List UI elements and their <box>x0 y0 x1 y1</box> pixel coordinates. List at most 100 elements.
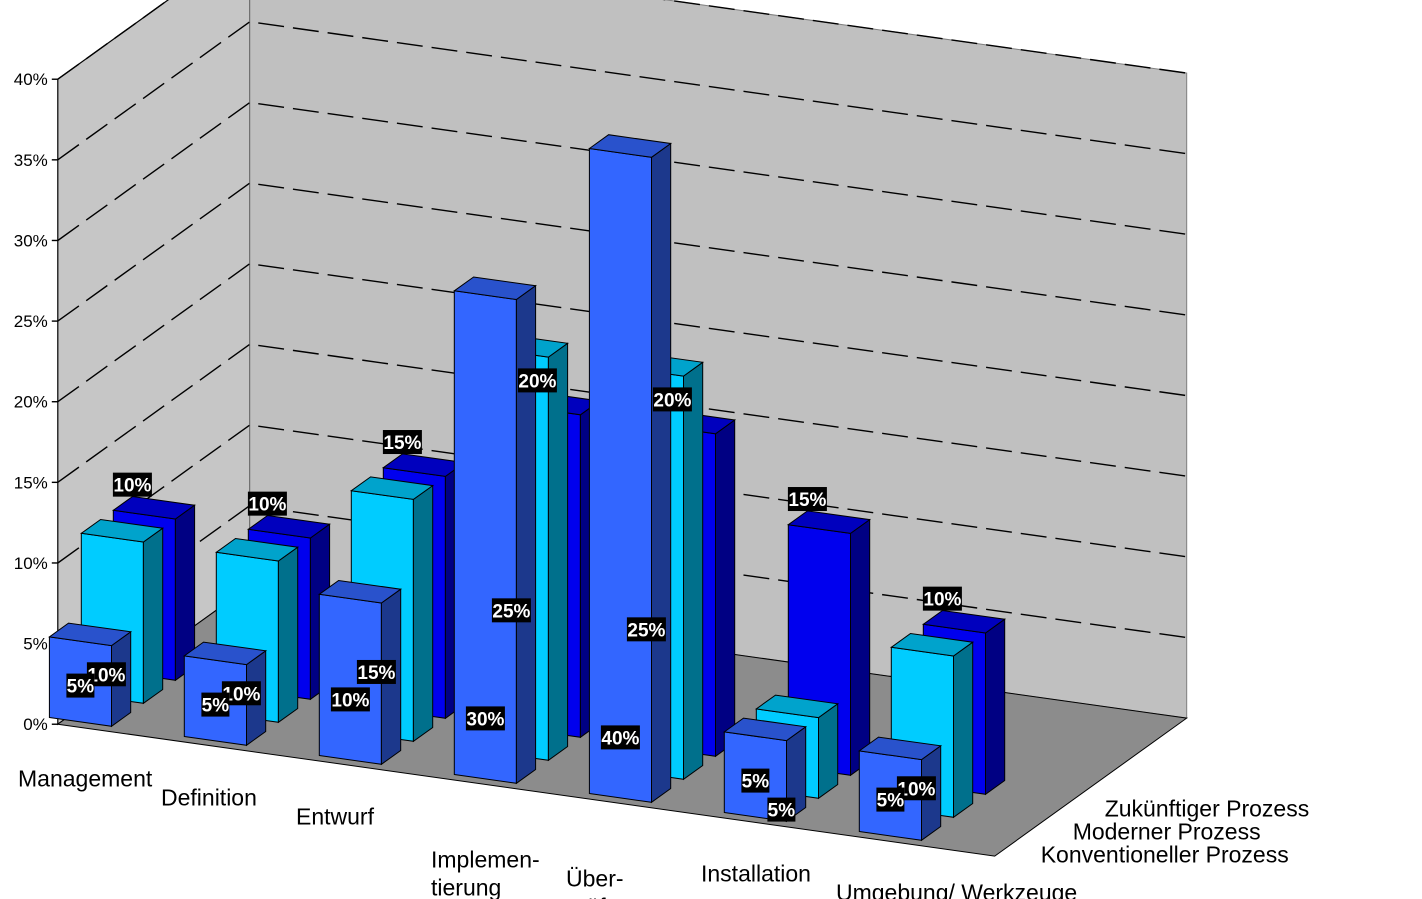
data-label-text: 25% <box>492 601 530 622</box>
gridline <box>57 182 1187 322</box>
data-label-text: 5% <box>768 801 796 822</box>
category-label-line: tierung <box>431 875 501 899</box>
data-label-bg <box>600 725 640 750</box>
bar-top <box>182 641 268 666</box>
data-label-bg <box>66 673 95 698</box>
data-label-text: 5% <box>67 677 95 698</box>
bars: 10%10%15%20%20%15%10%10%10%15%25%25%5%10… <box>48 134 1007 842</box>
gridline <box>57 0 1187 80</box>
data-label: 10% <box>221 681 261 706</box>
series-label: Zukünftiger Prozess <box>1105 796 1310 822</box>
bar-side <box>715 419 736 758</box>
bar <box>452 276 537 785</box>
bar-top <box>921 609 1007 634</box>
data-label-text: 15% <box>357 663 395 684</box>
category-label-line: Implemen- <box>431 847 540 873</box>
bar-top <box>111 495 196 520</box>
bar-top <box>349 476 435 500</box>
data-label-text: 15% <box>383 433 421 454</box>
data-label-bg <box>652 387 692 412</box>
data-label: 10% <box>112 472 152 497</box>
data-label: 25% <box>491 598 531 623</box>
category-label: Über-prüfung <box>566 866 644 899</box>
bar-side <box>277 546 299 724</box>
category-label-line: Installation <box>701 861 811 887</box>
y-tick-label: 25% <box>14 312 48 331</box>
data-label: 5% <box>66 673 95 698</box>
bar-side <box>651 142 672 804</box>
data-label-bg <box>491 598 531 623</box>
bar-side <box>683 361 704 781</box>
data-label-bg <box>201 692 230 717</box>
bar-side <box>547 342 569 762</box>
category-label: Entwurf <box>296 804 375 830</box>
category-label: Umgebung/ Werkzeuge <box>836 880 1077 899</box>
y-axis: 0% 5% 10% 15% 20% 25% 30% 35% 40% <box>14 70 58 734</box>
category-label-line: Über- <box>566 866 624 892</box>
bar-front <box>588 147 652 803</box>
data-label-text: 10% <box>897 779 935 800</box>
bar-top <box>48 622 133 647</box>
y-tick-label: 20% <box>14 393 48 412</box>
data-label: 10% <box>330 687 370 712</box>
data-label-text: 10% <box>113 476 151 497</box>
data-label: 20% <box>517 368 557 393</box>
bar-top <box>452 276 537 301</box>
category-label-line: Definition <box>161 785 257 811</box>
category-label: Management <box>18 766 153 792</box>
y-tick-label: 30% <box>14 231 48 250</box>
data-label-bg <box>626 617 666 642</box>
data-label: 15% <box>382 430 422 455</box>
bar-top <box>889 632 975 657</box>
category-label-line: prüfung <box>566 894 644 899</box>
bar-top <box>79 518 165 543</box>
data-label: 5% <box>741 768 770 793</box>
bar-top <box>317 579 403 604</box>
data-label: 10% <box>922 586 962 611</box>
data-label-text: 10% <box>248 495 286 516</box>
data-label: 40% <box>600 725 640 750</box>
category-labels: Management Definition Entwurf Implemen-tier… <box>18 766 1077 899</box>
gridline <box>57 343 1187 483</box>
category-label: Implemen-tierung <box>431 847 540 899</box>
bar-side <box>818 702 839 800</box>
data-label-text: 40% <box>601 728 639 749</box>
data-label-text: 10% <box>331 690 369 711</box>
data-label: 15% <box>787 487 827 512</box>
data-label-bg <box>787 487 827 512</box>
data-label-text: 5% <box>202 696 230 717</box>
bar-top <box>722 717 808 742</box>
data-label-text: 5% <box>877 791 905 812</box>
data-label-bg <box>876 787 905 812</box>
data-label-bg <box>330 687 370 712</box>
data-label-text: 20% <box>518 371 556 392</box>
bar-top <box>588 134 673 158</box>
data-label: 25% <box>626 617 666 642</box>
gridline <box>57 21 1187 161</box>
category-label: Installation <box>701 861 811 887</box>
y-tick-label: 15% <box>14 473 48 492</box>
data-label: 15% <box>356 659 396 684</box>
y-tick-label: 35% <box>14 151 48 170</box>
bar-side <box>850 518 871 777</box>
gridline <box>57 101 1187 242</box>
y-tick-label: 0% <box>23 715 48 734</box>
data-label-bg <box>517 368 557 393</box>
y-tick-label: 10% <box>14 554 48 573</box>
data-label-bg <box>382 430 422 455</box>
data-label-bg <box>741 768 770 793</box>
data-label-bg <box>767 797 796 822</box>
gridline <box>57 262 1187 403</box>
data-label-text: 30% <box>466 709 504 730</box>
data-label-bg <box>247 491 287 516</box>
data-label: 5% <box>767 797 796 822</box>
data-label-text: 10% <box>222 684 260 705</box>
series-label: Konventioneller Prozess <box>1041 842 1289 868</box>
category-label-line: Entwurf <box>296 804 375 830</box>
data-label-text: 15% <box>788 490 826 511</box>
bar-side <box>953 641 974 819</box>
bar-side <box>985 618 1006 796</box>
data-label-text: 10% <box>923 590 961 611</box>
bar-top <box>786 510 872 534</box>
data-label-text: 25% <box>627 620 665 641</box>
